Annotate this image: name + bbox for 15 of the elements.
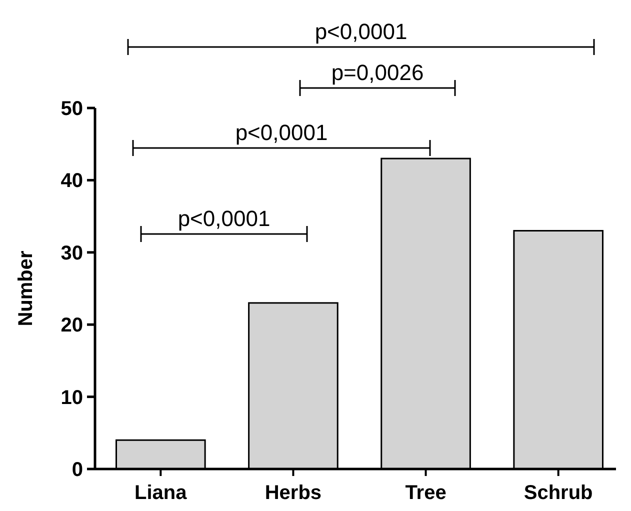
x-tick-label: Herbs <box>264 482 322 504</box>
x-tick-label: Liana <box>134 482 188 504</box>
annotation: p<0,0001 <box>178 206 270 231</box>
text: p<0,0001 <box>314 19 408 44</box>
x-tick-label: Schrub <box>524 482 593 504</box>
y-tick-label: 20 <box>60 314 83 337</box>
annotation: p<0,0001 <box>235 120 328 145</box>
x-tick-label: Tree <box>405 482 446 504</box>
y-tick-label: 30 <box>60 242 83 264</box>
y-tick-label: 10 <box>60 386 83 409</box>
y-tick-label: 40 <box>60 170 83 192</box>
y-tick-label: 0 <box>72 459 83 481</box>
y-tick-label: 50 <box>60 98 83 120</box>
y-axis-title: Number <box>15 250 37 326</box>
text: p=0,0026 <box>331 60 424 85</box>
